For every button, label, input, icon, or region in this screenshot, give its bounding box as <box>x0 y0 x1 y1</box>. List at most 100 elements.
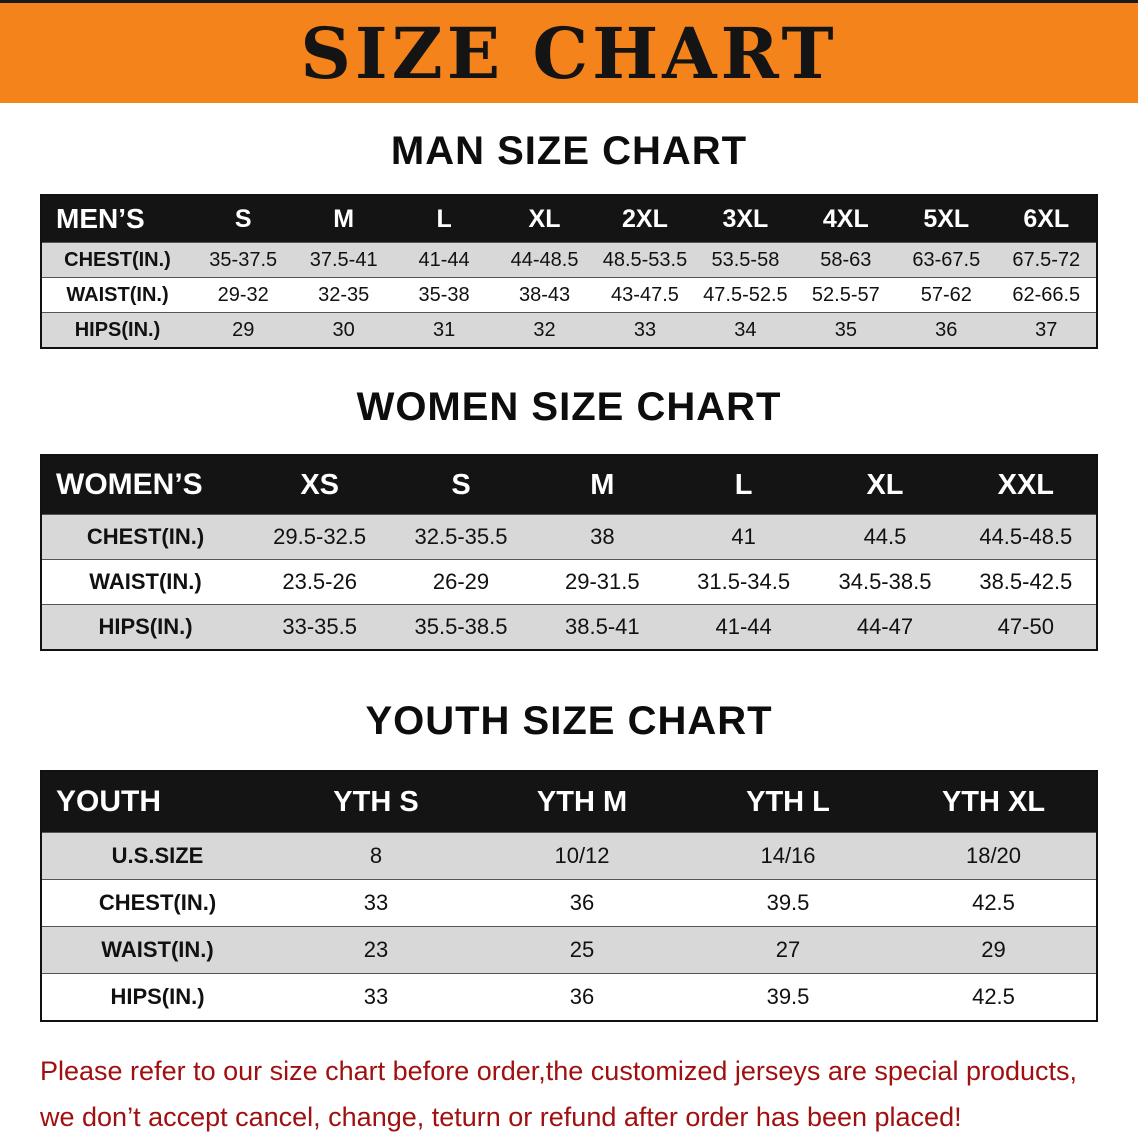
value-cell: 44.5-48.5 <box>979 524 1073 549</box>
value-cell: 41 <box>731 524 756 549</box>
value-cell: 35-38 <box>418 283 470 306</box>
table-row: WAIST(IN.) 23 25 27 29 <box>41 926 1097 974</box>
value-cell: 25 <box>569 937 595 962</box>
value-cell: 67.5-72 <box>1012 248 1081 271</box>
size-header-cell: 4XL <box>795 195 897 243</box>
value-cell: 34 <box>734 318 757 341</box>
table-row: HIPS(IN.) 33 36 39.5 42.5 <box>41 973 1097 1021</box>
row-label-cell: CHEST(IN.) <box>86 524 205 549</box>
value-cell: 35 <box>834 318 857 341</box>
value-cell: 33 <box>363 890 389 915</box>
size-header-cell: 2XL <box>594 195 696 243</box>
table-header-row: WOMEN’S XS S M L XL XXL <box>41 455 1097 515</box>
value-cell: 52.5-57 <box>811 283 880 306</box>
value-cell: 23 <box>363 937 389 962</box>
value-cell: 37.5-41 <box>309 248 378 271</box>
size-header-cell: M <box>531 455 673 515</box>
value-cell: 31 <box>432 318 456 341</box>
row-label-cell: HIPS(IN.) <box>110 984 205 1009</box>
table-row: WAIST(IN.) 29-32 32-35 35-38 38-43 43-47.5 47.… <box>41 277 1097 313</box>
row-label-cell: WAIST(IN.) <box>66 283 169 306</box>
value-cell: 38.5-42.5 <box>979 569 1073 594</box>
size-header-cell: M <box>293 195 394 243</box>
value-cell: 48.5-53.5 <box>602 248 688 271</box>
value-cell: 32 <box>533 318 556 341</box>
value-cell: 10/12 <box>554 843 610 868</box>
size-header-cell: XL <box>814 455 956 515</box>
size-header-cell: YTH L <box>685 771 891 833</box>
value-cell: 36 <box>569 890 595 915</box>
value-cell: 33 <box>633 318 657 341</box>
page-title: SIZE CHART <box>300 11 838 95</box>
value-cell: 8 <box>369 843 383 868</box>
women-size-table: WOMEN’S XS S M L XL XXL CHEST(IN.) 29.5-32.5 32.5… <box>40 454 1098 651</box>
value-cell: 32-35 <box>318 283 370 306</box>
value-cell: 33-35.5 <box>282 614 357 639</box>
table-title-cell: YOUTH <box>41 771 273 833</box>
value-cell: 47.5-52.5 <box>703 283 788 306</box>
value-cell: 34.5-38.5 <box>838 569 932 594</box>
value-cell: 53.5-58 <box>711 248 780 271</box>
size-header-cell: XXL <box>955 455 1097 515</box>
size-header-cell: S <box>193 195 294 243</box>
size-header-cell: XL <box>494 195 595 243</box>
men-section-title: MAN SIZE CHART <box>390 129 748 173</box>
value-cell: 62-66.5 <box>1012 283 1081 306</box>
size-header-cell: S <box>390 455 532 515</box>
value-cell: 37 <box>1035 318 1058 341</box>
table-row: HIPS(IN.) 29 30 31 32 33 34 35 36 37 <box>41 312 1097 348</box>
value-cell: 39.5 <box>766 890 810 915</box>
size-header-cell: YTH M <box>479 771 685 833</box>
table-title-cell: MEN’S <box>41 195 193 243</box>
youth-size-section: YOUTH SIZE CHART YOUTH YTH S YTH M YTH L YTH… <box>0 699 1138 1022</box>
size-header-cell: 5XL <box>896 195 997 243</box>
table-title-cell: WOMEN’S <box>41 455 249 515</box>
men-size-table: MEN’S S M L XL 2XL 3XL 4XL 5XL 6XL CHEST(IN.) 35-37… <box>40 194 1098 349</box>
value-cell: 23.5-26 <box>282 569 357 594</box>
value-cell: 29 <box>232 318 255 341</box>
value-cell: 38.5-41 <box>565 614 640 639</box>
row-label-cell: HIPS(IN.) <box>74 318 161 341</box>
disclaimer-line-1: Please refer to our size chart before or… <box>40 1056 1078 1086</box>
women-section-title: WOMEN SIZE CHART <box>356 385 782 429</box>
value-cell: 38 <box>590 524 615 549</box>
value-cell: 35-37.5 <box>209 248 278 271</box>
row-label-cell: U.S.SIZE <box>111 843 204 868</box>
value-cell: 29 <box>981 937 1006 962</box>
row-label-cell: CHEST(IN.) <box>98 890 217 915</box>
table-row: CHEST(IN.) 35-37.5 37.5-41 41-44 44-48.5 48.5… <box>41 242 1097 278</box>
value-cell: 29-32 <box>217 283 269 306</box>
value-cell: 18/20 <box>965 843 1022 868</box>
value-cell: 14/16 <box>760 843 816 868</box>
banner: SIZE CHART <box>0 0 1138 103</box>
size-header-cell: 6XL <box>996 195 1097 243</box>
value-cell: 26-29 <box>432 569 490 594</box>
value-cell: 31.5-34.5 <box>697 569 791 594</box>
disclaimer-line-2: we don’t accept cancel, change, teturn o… <box>40 1102 962 1132</box>
value-cell: 41-44 <box>715 614 772 639</box>
value-cell: 57-62 <box>920 283 972 306</box>
value-cell: 43-47.5 <box>611 283 679 306</box>
table-header-row: YOUTH YTH S YTH M YTH L YTH XL <box>41 771 1097 833</box>
value-cell: 27 <box>775 937 801 962</box>
women-size-section: WOMEN SIZE CHART WOMEN’S XS S M L XL XXL CHEST(… <box>0 385 1138 651</box>
table-row: CHEST(IN.) 29.5-32.5 32.5-35.5 38 41 44.5 44.5… <box>41 514 1097 560</box>
table-row: U.S.SIZE 8 10/12 14/16 18/20 <box>41 832 1097 880</box>
value-cell: 29.5-32.5 <box>273 524 367 549</box>
value-cell: 33 <box>363 984 389 1009</box>
value-cell: 44-48.5 <box>510 248 579 271</box>
youth-section-title: YOUTH SIZE CHART <box>365 699 773 743</box>
value-cell: 35.5-38.5 <box>414 614 508 639</box>
value-cell: 44.5 <box>863 524 907 549</box>
value-cell: 42.5 <box>972 984 1015 1009</box>
disclaimer-note: Please refer to our size chart before or… <box>40 1048 1110 1140</box>
value-cell: 29-31.5 <box>565 569 640 594</box>
value-cell: 36 <box>569 984 595 1009</box>
men-size-section: MAN SIZE CHART MEN’S S M L XL 2XL 3XL 4XL 5XL 6XL… <box>0 129 1138 349</box>
value-cell: 63-67.5 <box>912 248 981 271</box>
value-cell: 32.5-35.5 <box>414 524 508 549</box>
table-row: WAIST(IN.) 23.5-26 26-29 29-31.5 31.5-34.5 34… <box>41 559 1097 605</box>
value-cell: 47-50 <box>997 614 1054 639</box>
size-header-cell: XS <box>249 455 391 515</box>
size-header-cell: L <box>672 455 815 515</box>
